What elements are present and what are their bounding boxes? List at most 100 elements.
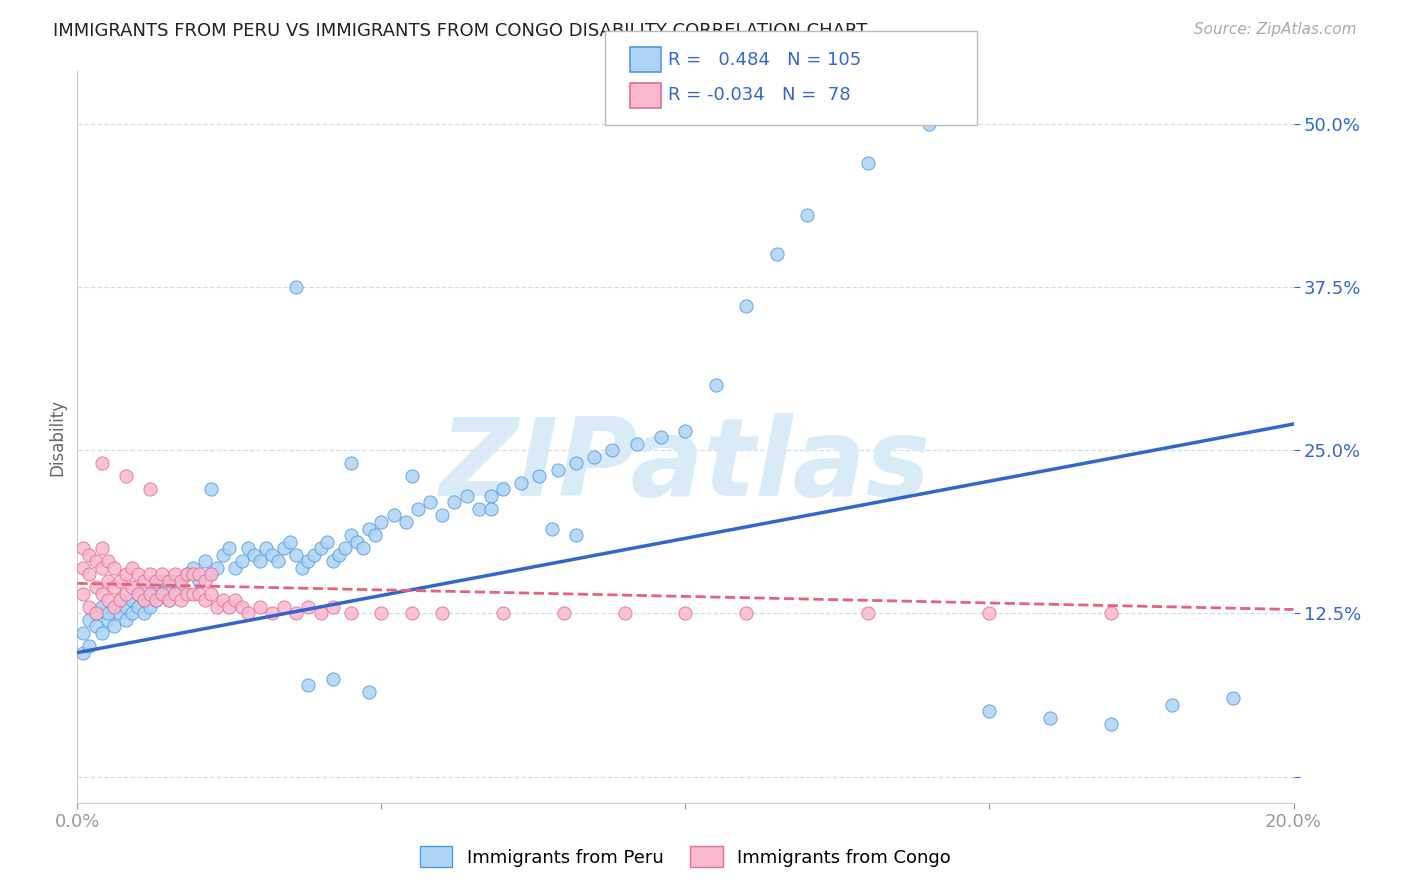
Point	[242, 548, 264, 562]
Point	[456, 489, 478, 503]
Point	[583, 450, 606, 464]
Point	[309, 541, 332, 555]
Point	[340, 528, 363, 542]
Point	[121, 580, 143, 594]
Point	[200, 567, 222, 582]
Point	[200, 483, 222, 497]
Point	[79, 548, 101, 562]
Point	[134, 574, 156, 588]
Point	[103, 560, 125, 574]
Point	[188, 567, 211, 582]
Point	[260, 548, 283, 562]
Point	[675, 607, 697, 621]
Point	[163, 574, 186, 588]
Point	[72, 541, 94, 555]
Point	[84, 607, 107, 621]
Point	[735, 607, 758, 621]
Point	[796, 208, 818, 222]
Point	[547, 463, 569, 477]
Point	[157, 593, 180, 607]
Point	[328, 548, 350, 562]
Point	[224, 593, 246, 607]
Point	[115, 613, 138, 627]
Point	[90, 456, 112, 470]
Point	[139, 599, 162, 614]
Point	[188, 574, 211, 588]
Point	[194, 593, 217, 607]
Point	[510, 475, 533, 490]
Point	[419, 495, 441, 509]
Point	[735, 300, 758, 314]
Point	[139, 567, 162, 582]
Point	[84, 554, 107, 568]
Point	[406, 502, 429, 516]
Point	[200, 567, 222, 582]
Point	[443, 495, 465, 509]
Point	[127, 587, 149, 601]
Point	[218, 541, 240, 555]
Point	[152, 587, 174, 601]
Point	[90, 541, 112, 555]
Point	[90, 560, 112, 574]
Point	[291, 560, 314, 574]
Point	[121, 560, 143, 574]
Point	[115, 599, 138, 614]
Point	[134, 593, 156, 607]
Point	[297, 599, 319, 614]
Point	[333, 541, 356, 555]
Point	[79, 613, 101, 627]
Point	[163, 567, 186, 582]
Point	[401, 607, 423, 621]
Point	[170, 593, 193, 607]
Point	[90, 587, 112, 601]
Point	[72, 587, 94, 601]
Point	[97, 593, 120, 607]
Point	[346, 534, 368, 549]
Point	[103, 619, 125, 633]
Text: ZIPatlas: ZIPatlas	[440, 413, 931, 519]
Point	[918, 117, 941, 131]
Y-axis label: Disability: Disability	[48, 399, 66, 475]
Legend: Immigrants from Peru, Immigrants from Congo: Immigrants from Peru, Immigrants from Co…	[412, 839, 959, 874]
Point	[285, 280, 308, 294]
Point	[430, 508, 453, 523]
Point	[145, 574, 167, 588]
Point	[194, 574, 217, 588]
Point	[675, 424, 697, 438]
Point	[115, 567, 138, 582]
Point	[103, 599, 125, 614]
Point	[152, 567, 174, 582]
Point	[84, 580, 107, 594]
Point	[765, 247, 787, 261]
Point	[134, 607, 156, 621]
Point	[370, 607, 392, 621]
Point	[127, 599, 149, 614]
Point	[492, 483, 515, 497]
Point	[1222, 691, 1244, 706]
Text: R = -0.034   N =  78: R = -0.034 N = 78	[668, 87, 851, 104]
Point	[72, 646, 94, 660]
Point	[181, 567, 204, 582]
Point	[479, 489, 502, 503]
Point	[401, 469, 423, 483]
Point	[340, 456, 363, 470]
Point	[370, 515, 392, 529]
Text: IMMIGRANTS FROM PERU VS IMMIGRANTS FROM CONGO DISABILITY CORRELATION CHART: IMMIGRANTS FROM PERU VS IMMIGRANTS FROM …	[53, 22, 868, 40]
Point	[108, 574, 131, 588]
Point	[430, 607, 453, 621]
Point	[139, 483, 162, 497]
Point	[145, 580, 167, 594]
Point	[249, 599, 271, 614]
Point	[145, 593, 167, 607]
Point	[236, 607, 259, 621]
Point	[529, 469, 551, 483]
Point	[260, 607, 283, 621]
Point	[613, 607, 636, 621]
Point	[200, 587, 222, 601]
Text: Source: ZipAtlas.com: Source: ZipAtlas.com	[1194, 22, 1357, 37]
Point	[72, 626, 94, 640]
Point	[364, 528, 387, 542]
Point	[309, 607, 332, 621]
Point	[108, 607, 131, 621]
Point	[205, 560, 228, 574]
